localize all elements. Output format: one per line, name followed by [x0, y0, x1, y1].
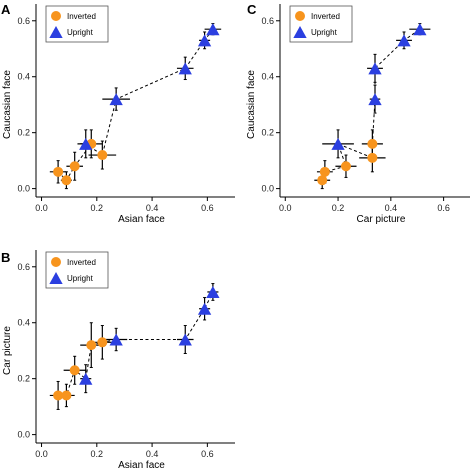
data-point-inverted — [319, 166, 330, 177]
legend-label: Inverted — [67, 12, 96, 21]
x-tick-label: 0.2 — [91, 203, 104, 213]
panel-a: A 0.0 0.2 0.4 0.6 0.0 0.2 0.4 0.6 Asian face Cauca… — [1, 2, 235, 225]
data-point-upright — [397, 34, 411, 47]
legend-marker-inverted — [295, 11, 305, 21]
y-axis-label: Caucasian face — [246, 70, 257, 139]
x-tick-label: 0.2 — [91, 449, 104, 459]
data-point-inverted — [317, 175, 328, 186]
y-axis-label: Car picture — [2, 326, 13, 375]
data-point-upright — [206, 23, 220, 36]
x-tick-label: 0.4 — [146, 449, 159, 459]
data-point-upright — [368, 62, 382, 75]
data-point-upright — [109, 333, 123, 346]
data-point-inverted — [53, 166, 64, 177]
legend-label: Upright — [67, 28, 94, 37]
panel-letter: C — [247, 2, 257, 17]
data-point-upright — [79, 372, 93, 385]
y-tick-label: 0.4 — [261, 72, 274, 82]
data-point-upright — [368, 93, 382, 106]
y-tick-label: 0.0 — [261, 184, 274, 194]
data-point-inverted — [69, 365, 80, 376]
data-point-upright — [197, 302, 212, 315]
y-tick-label: 0.2 — [261, 128, 274, 138]
data-point-upright — [206, 285, 220, 298]
data-point-upright — [178, 333, 192, 346]
connecting-line — [58, 291, 214, 396]
x-axis-label: Asian face — [118, 460, 165, 470]
data-point-inverted — [61, 390, 72, 401]
x-axis-label: Asian face — [118, 214, 165, 225]
data-point-inverted — [97, 337, 108, 348]
data-point-upright — [79, 137, 93, 150]
legend-marker-upright — [49, 272, 63, 285]
y-tick-label: 0.6 — [261, 16, 274, 26]
x-tick-label: 0.2 — [332, 203, 345, 213]
legend-marker-inverted — [51, 257, 61, 267]
legend-marker-upright — [49, 26, 63, 39]
y-axis-label: Caucasian face — [2, 70, 13, 139]
legend-marker-inverted — [51, 11, 61, 21]
x-tick-label: 0.6 — [437, 203, 450, 213]
data-point-inverted — [69, 161, 80, 172]
data-point-upright — [413, 23, 427, 36]
legend-label: Upright — [67, 274, 94, 283]
data-point-inverted — [61, 175, 72, 186]
connecting-line — [57, 28, 214, 182]
data-point-inverted — [367, 152, 378, 163]
data-point-inverted — [367, 138, 378, 149]
y-tick-label: 0.4 — [17, 72, 30, 82]
panel-letter: B — [1, 250, 10, 265]
x-tick-label: 0.6 — [201, 203, 214, 213]
x-tick-label: 0.0 — [35, 203, 48, 213]
data-point-upright — [197, 34, 212, 47]
y-tick-label: 0.2 — [17, 128, 30, 138]
data-point-inverted — [53, 390, 64, 401]
panel-c: C 0.0 0.2 0.4 0.6 0.0 0.2 0.4 0.6 Car picture Cauc… — [246, 2, 470, 225]
y-tick-label: 0.4 — [17, 318, 30, 328]
x-tick-label: 0.0 — [279, 203, 292, 213]
panel-b: B 0.0 0.2 0.4 0.6 0.0 0.2 0.4 0.6 Asian face Car p… — [1, 250, 235, 470]
legend-label: Inverted — [311, 12, 340, 21]
y-tick-label: 0.2 — [17, 374, 30, 384]
y-tick-label: 0.0 — [17, 430, 30, 440]
y-tick-label: 0.0 — [17, 184, 30, 194]
data-point-upright — [331, 137, 345, 150]
x-tick-label: 0.0 — [35, 449, 48, 459]
data-point-upright — [109, 93, 123, 106]
data-point-inverted — [340, 161, 351, 172]
data-point-inverted — [86, 340, 97, 351]
y-tick-label: 0.6 — [17, 262, 30, 272]
y-tick-label: 0.6 — [17, 16, 30, 26]
legend-label: Inverted — [67, 258, 96, 267]
x-axis-label: Car picture — [357, 214, 406, 225]
x-tick-label: 0.6 — [201, 449, 214, 459]
data-point-inverted — [97, 150, 108, 161]
panel-letter: A — [1, 2, 11, 17]
legend-marker-upright — [293, 26, 307, 39]
x-tick-label: 0.4 — [385, 203, 398, 213]
x-tick-label: 0.4 — [146, 203, 159, 213]
legend-label: Upright — [311, 28, 338, 37]
data-point-upright — [178, 62, 192, 75]
